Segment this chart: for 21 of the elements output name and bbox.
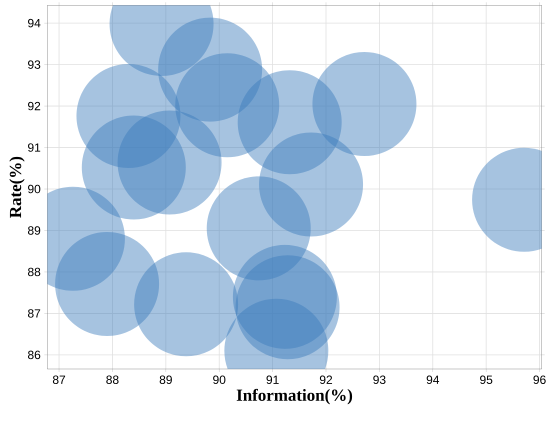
y-tick-label: 93	[28, 60, 40, 69]
y-tick-label: 92	[28, 102, 40, 110]
x-tick-label: 92	[320, 376, 332, 384]
x-tick-label: 90	[213, 376, 226, 384]
y-tick-label: 88	[28, 268, 40, 276]
x-tick-label: 95	[480, 376, 492, 384]
x-tick-label: 91	[266, 376, 279, 384]
x-tick-label: 94	[426, 376, 440, 384]
y-tick-label: 89	[28, 226, 40, 235]
y-tick-label: 90	[28, 184, 40, 194]
y-tick-label: 87	[28, 309, 40, 318]
y-tick-label: 91	[28, 143, 40, 152]
x-tick-label: 87	[52, 376, 66, 384]
x-tick-label: 93	[373, 376, 386, 384]
x-axis-title: Information(%)	[236, 388, 352, 404]
x-tick-label: 88	[106, 376, 119, 384]
y-axis-title: Rate(%)	[9, 156, 25, 218]
y-tick-label: 86	[28, 350, 40, 360]
x-tick-label: 89	[160, 376, 172, 384]
x-tick-label: 96	[533, 376, 546, 384]
y-tick-label: 94	[28, 18, 40, 28]
